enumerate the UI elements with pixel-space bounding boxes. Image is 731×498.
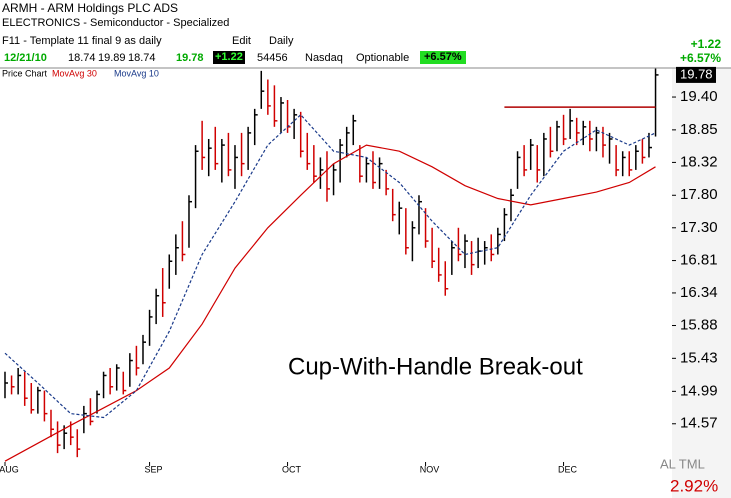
x-tick-label: NOV [420,464,440,474]
template[interactable]: F11 - Template 11 final 9 as daily [2,35,162,47]
right-change: +1.22 [690,37,721,51]
right-percent: +6.57% [679,51,721,65]
list-name[interactable]: AL TML [660,456,705,471]
optionable: Optionable [356,52,410,64]
exchange: Nasdaq [305,52,343,64]
volume: 54456 [257,52,288,64]
legend-entry: MovAvg 10 [114,68,159,78]
open: 18.74 [68,52,96,64]
date: 12/21/10 [4,52,47,64]
y-tick-label: 14.99 [680,382,718,399]
axis-panel [672,68,731,498]
low: 18.74 [128,52,156,64]
x-tick-label: OCT [282,464,302,474]
close: 19.78 [176,52,204,64]
moving-average [4,113,656,419]
y-tick-label: 17.30 [680,219,718,236]
y-tick-label: 16.81 [680,252,718,269]
y-tick-label: 15.43 [680,349,718,366]
edit-button[interactable]: Edit [232,35,251,47]
x-tick-label: DEC [558,464,578,474]
y-tick-label: 19.40 [680,88,718,105]
percent-change: +6.57% [420,51,466,64]
price-tag-label: 19.78 [680,66,713,81]
change: +1.22 [213,51,245,64]
y-tick-label: 18.32 [680,153,718,170]
symbol: ARMH - ARM Holdings PLC ADS [2,1,179,15]
list-percent: 2.92% [670,476,718,495]
annotation: Cup-With-Handle Break-out [288,353,583,380]
y-tick-label: 14.57 [680,415,718,432]
y-tick-label: 16.34 [680,284,718,301]
x-tick-label: SEP [145,464,163,474]
price-legend: Price Chart [2,68,48,78]
moving-average [4,144,656,462]
legend-entry: MovAvg 30 [52,68,97,78]
high: 19.89 [98,52,126,64]
y-tick-label: 18.85 [680,121,718,138]
y-tick-label: 17.80 [680,186,718,203]
y-tick-label: 15.88 [680,316,718,333]
industry[interactable]: ELECTRONICS - Semiconductor - Specialize… [2,17,230,29]
period[interactable]: Daily [269,35,294,47]
price-tag [676,66,716,83]
x-tick-label: AUG [0,464,19,474]
